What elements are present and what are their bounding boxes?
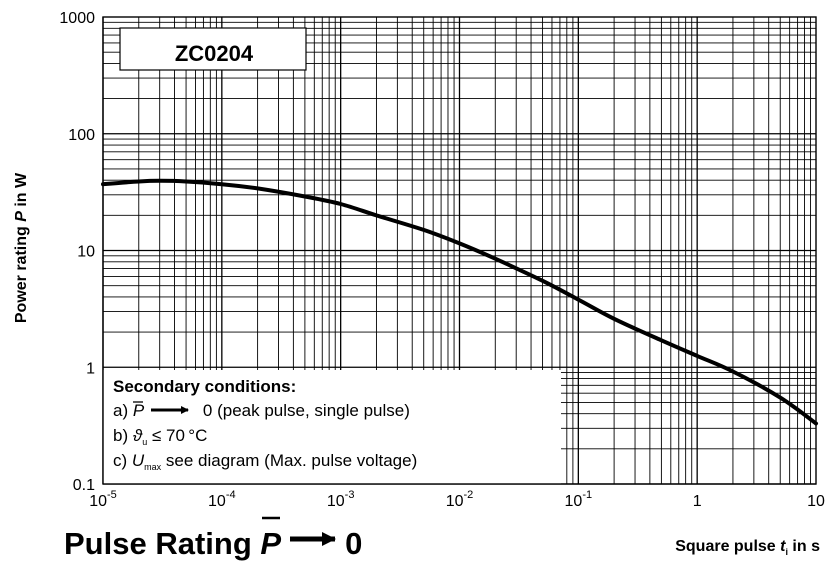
x-tick-label: 10-1 xyxy=(565,489,593,510)
condition-a: a) P 0 (peak pulse, single pulse) xyxy=(113,401,410,420)
y-tick-label: 100 xyxy=(68,127,95,144)
p-bar-symbol: P xyxy=(133,401,145,420)
y-axis-label: Power rating P in W xyxy=(13,172,30,323)
x-tick-label: 1 xyxy=(693,493,702,510)
plot-frame xyxy=(102,16,817,485)
x-axis-label: Square pulse ti in s xyxy=(675,538,820,557)
x-tick-label: 10-2 xyxy=(446,489,474,510)
y-tick-label: 10 xyxy=(77,244,95,261)
tick-labels: 0.1 1 10 100 1000 10-5 10-4 10-3 10-2 10-1 1 10 xyxy=(59,10,825,510)
condition-c: c) Umax see diagram (Max. pulse voltage) xyxy=(113,451,417,472)
label-box xyxy=(119,27,307,71)
y-tick-label: 0.1 xyxy=(73,477,95,494)
annotation-box xyxy=(103,370,561,484)
y-tick-label: 1000 xyxy=(59,10,95,27)
condition-b: b) ϑu ≤ 70 °C xyxy=(113,426,207,447)
x-tick-label: 10-5 xyxy=(89,489,117,510)
power-rating-curve xyxy=(101,178,818,426)
x-tick-label: 10 xyxy=(807,493,825,510)
secondary-conditions: Secondary conditions: a) P 0 (peak pulse… xyxy=(113,377,417,472)
secondary-conditions-heading: Secondary conditions: xyxy=(113,377,296,396)
label-box-text: ZC0204 xyxy=(175,41,254,66)
y-tick-label: 1 xyxy=(86,360,95,377)
x-tick-label: 10-4 xyxy=(208,489,236,510)
x-tick-label: 10-3 xyxy=(327,489,355,510)
